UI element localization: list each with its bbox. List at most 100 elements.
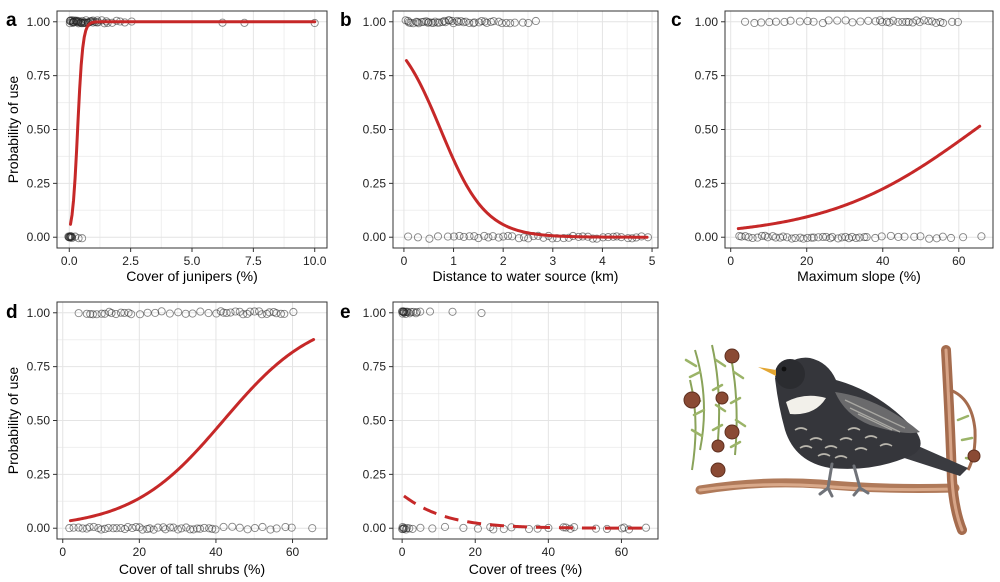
panel-letter-d: d	[6, 302, 18, 323]
data-point	[489, 17, 498, 26]
bird-white-bib	[786, 395, 826, 415]
y-tick-label: 0.75	[363, 69, 387, 83]
x-tick-label: 0.0	[61, 254, 78, 268]
y-tick-label: 1.00	[27, 15, 51, 29]
data-point	[531, 16, 540, 26]
x-axis-title-d: Cover of tall shrubs (%)	[119, 561, 265, 577]
data-point	[740, 17, 750, 26]
y-tick-label: 1.00	[695, 15, 719, 29]
data-point	[429, 18, 438, 27]
data-point	[231, 307, 240, 316]
data-point	[413, 18, 422, 27]
data-point	[157, 307, 166, 316]
data-point	[453, 16, 462, 25]
data-point	[795, 17, 804, 26]
panel-letter-e: e	[340, 302, 351, 323]
data-point	[416, 523, 425, 532]
data-point	[177, 524, 186, 533]
data-point	[151, 308, 160, 317]
panel-b: b 0 1 2 3 4 5 0.00 0.25 0.50 0.75 1.00 Distance t…	[340, 10, 659, 284]
fit-curve-c	[736, 124, 982, 231]
data-point	[403, 16, 413, 25]
data-point	[465, 232, 474, 241]
data-point	[473, 524, 482, 533]
data-point	[506, 19, 515, 28]
data-point	[499, 232, 508, 241]
data-point	[480, 231, 489, 240]
data-point	[443, 232, 452, 241]
fit-curve-b	[404, 59, 649, 239]
x-tick-label: 0	[399, 545, 406, 559]
data-point	[787, 234, 796, 243]
data-point	[413, 233, 423, 242]
data-point	[416, 307, 425, 316]
data-point	[65, 524, 74, 533]
data-point	[948, 17, 957, 26]
data-point	[498, 19, 507, 28]
data-point	[744, 233, 753, 242]
data-point	[757, 231, 766, 240]
x-ticks-d: 0 20 40 60	[59, 539, 300, 559]
fit-curve-e	[403, 494, 644, 530]
data-point	[510, 18, 519, 27]
data-point	[809, 17, 818, 26]
data-point	[169, 523, 178, 532]
data-point	[440, 16, 449, 25]
data-point	[833, 16, 842, 25]
x-tick-label: 0	[727, 254, 734, 268]
grid-c	[725, 11, 993, 248]
x-tick-label: 7.5	[245, 254, 262, 268]
data-point	[916, 232, 925, 241]
x-tick-label: 3	[549, 254, 556, 268]
panel-e: e 0 20 40 60 0.00 0.25 0.50 0.75 1.00 Cover of …	[340, 301, 659, 577]
data-point	[803, 233, 812, 242]
x-tick-label: 5.0	[184, 254, 201, 268]
y-tick-label: 0.25	[695, 176, 719, 190]
x-axis-title-e: Cover of trees (%)	[469, 561, 583, 577]
data-point	[860, 233, 869, 242]
data-point	[449, 232, 458, 241]
juniper-scales	[684, 358, 977, 462]
data-point	[786, 16, 795, 25]
x-ticks-c: 0 20 40 60	[727, 248, 966, 268]
data-point	[910, 232, 919, 241]
data-point	[894, 18, 903, 27]
y-tick-label: 0.75	[27, 69, 51, 83]
data-point	[902, 17, 911, 26]
data-point	[620, 523, 629, 532]
data-point	[518, 18, 527, 27]
panel-c: c 0 20 40 60 0.00 0.25 0.50 0.75 1.00 Maximum s…	[671, 10, 994, 284]
data-point	[448, 16, 457, 25]
data-point	[480, 17, 489, 26]
y-tick-label: 0.75	[27, 360, 51, 374]
x-axis-title-c: Maximum slope (%)	[797, 268, 921, 284]
fit-curve-d	[68, 338, 316, 523]
data-point	[149, 525, 158, 534]
x-tick-label: 60	[615, 545, 629, 559]
data-point	[189, 525, 198, 534]
data-point	[932, 234, 941, 243]
panel-letter-c: c	[671, 10, 682, 31]
data-point	[822, 232, 831, 241]
data-point	[82, 309, 91, 318]
bird-head	[775, 359, 805, 389]
x-axis-title-b: Distance to water source (km)	[433, 268, 619, 284]
data-point	[85, 523, 94, 532]
data-point	[211, 525, 220, 534]
data-point	[433, 232, 443, 241]
y-tick-label: 0.75	[695, 69, 719, 83]
bird-beak	[758, 367, 776, 376]
data-point	[266, 525, 275, 534]
data-point	[904, 18, 913, 27]
data-point	[239, 310, 248, 319]
data-point	[938, 232, 947, 241]
data-point	[474, 234, 483, 243]
x-tick-label: 60	[952, 254, 966, 268]
data-point	[404, 232, 413, 241]
data-point	[188, 309, 197, 318]
x-tick-label: 2	[500, 254, 507, 268]
data-point	[445, 16, 454, 25]
y-tick-label: 0.50	[363, 123, 387, 137]
data-point	[779, 232, 788, 241]
data-point	[894, 232, 903, 241]
